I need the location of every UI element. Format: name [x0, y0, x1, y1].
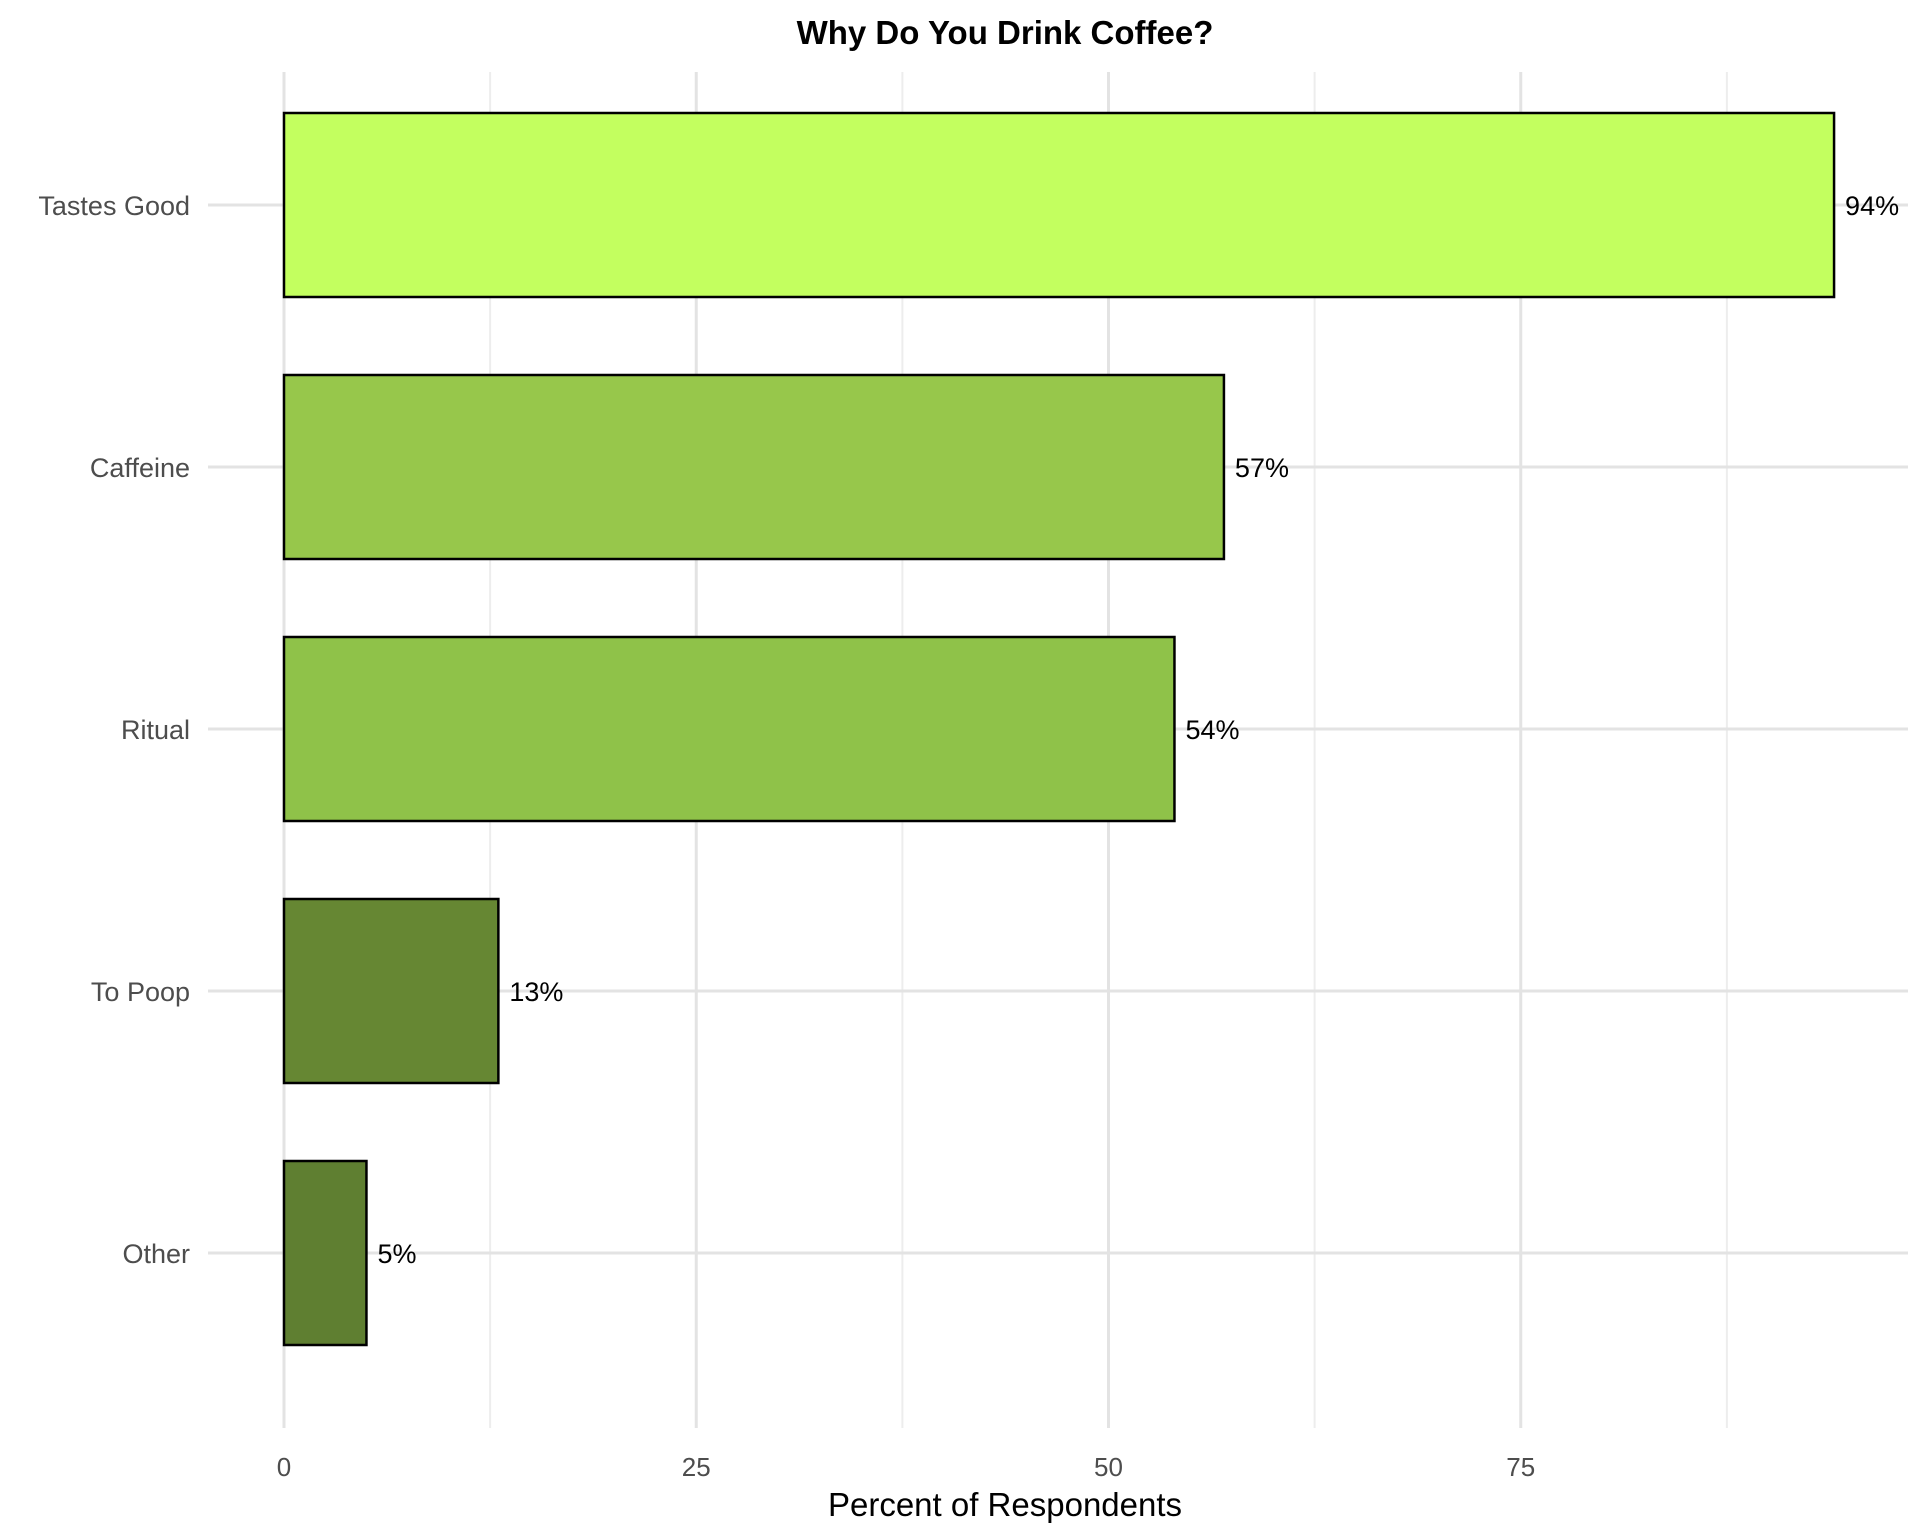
bar-value-label: 13% [509, 977, 563, 1007]
category-label: Tastes Good [38, 191, 190, 221]
value-labels: 94% 57% 54% 13% 5% [377, 191, 1899, 1269]
bar-value-label: 54% [1185, 715, 1239, 745]
category-label: To Poop [91, 977, 190, 1007]
category-label: Caffeine [90, 453, 190, 483]
y-axis-category-labels: Tastes Good Caffeine Ritual To Poop Other [38, 191, 190, 1269]
bar [282, 373, 1226, 561]
bar-value-label: 5% [377, 1239, 416, 1269]
bars [282, 111, 1836, 1347]
bar [282, 111, 1836, 299]
bar [282, 635, 1176, 823]
bar [282, 1159, 368, 1347]
x-tick-label: 50 [1094, 1452, 1123, 1482]
category-label: Other [122, 1239, 190, 1269]
x-axis-tick-labels: 0 25 50 75 [277, 1452, 1535, 1482]
category-label: Ritual [121, 715, 190, 745]
bar-value-label: 57% [1235, 453, 1289, 483]
bar-value-label: 94% [1845, 191, 1899, 221]
x-axis-title: Percent of Respondents [828, 1486, 1182, 1523]
x-tick-label: 0 [277, 1452, 291, 1482]
x-tick-label: 75 [1506, 1452, 1535, 1482]
chart-title: Why Do You Drink Coffee? [797, 14, 1214, 51]
bar [282, 897, 500, 1085]
x-tick-label: 25 [682, 1452, 711, 1482]
